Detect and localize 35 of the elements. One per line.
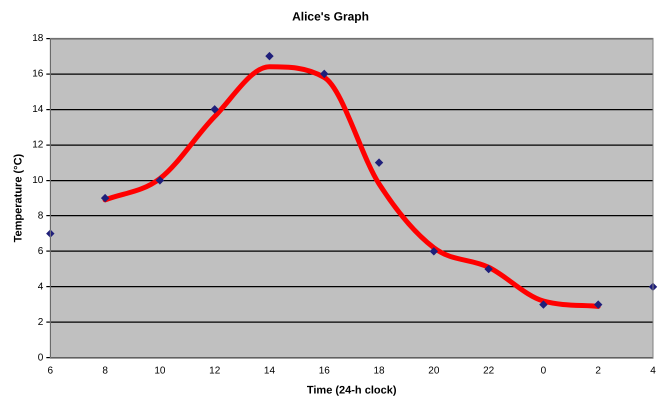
point <box>320 70 328 78</box>
point <box>484 265 493 274</box>
y-tick-label: 6 <box>38 246 44 258</box>
y-tick-label: 2 <box>38 317 44 328</box>
point <box>375 158 384 167</box>
x-tick-label: 14 <box>264 366 276 377</box>
x-tick-label: 22 <box>483 366 495 377</box>
y-tick-label: 16 <box>32 68 44 80</box>
y-tick-label: 14 <box>32 104 44 116</box>
x-tick-label: 0 <box>540 366 547 377</box>
point <box>539 300 548 309</box>
y-tick-label: 8 <box>38 210 44 222</box>
y-tick-label: 18 <box>32 33 44 44</box>
x-tick-label: 16 <box>318 366 330 377</box>
x-tick-label: 6 <box>48 366 54 377</box>
point <box>210 105 219 114</box>
x-tick-label: 18 <box>373 366 386 377</box>
y-tick-label: 4 <box>38 282 44 293</box>
x-axis-title: Time (24-h clock) <box>306 384 397 396</box>
y-tick-label: 12 <box>32 140 44 151</box>
point <box>594 300 602 309</box>
y-tick-label: 10 <box>32 175 44 186</box>
x-tick-label: 2 <box>595 366 602 377</box>
point <box>430 247 438 256</box>
point <box>156 176 164 184</box>
x-tick-label: 4 <box>650 366 656 377</box>
y-tick-label: 0 <box>38 352 44 364</box>
chart-title: Alice's Graph <box>292 10 369 24</box>
x-tick-label: 10 <box>154 366 166 377</box>
x-tick-label: 20 <box>428 366 440 377</box>
x-tick-label: 8 <box>102 366 108 377</box>
x-tick-label: 12 <box>209 366 221 377</box>
y-axis-title: Temperature (°C) <box>12 153 25 242</box>
point <box>265 52 274 60</box>
point <box>101 194 110 202</box>
